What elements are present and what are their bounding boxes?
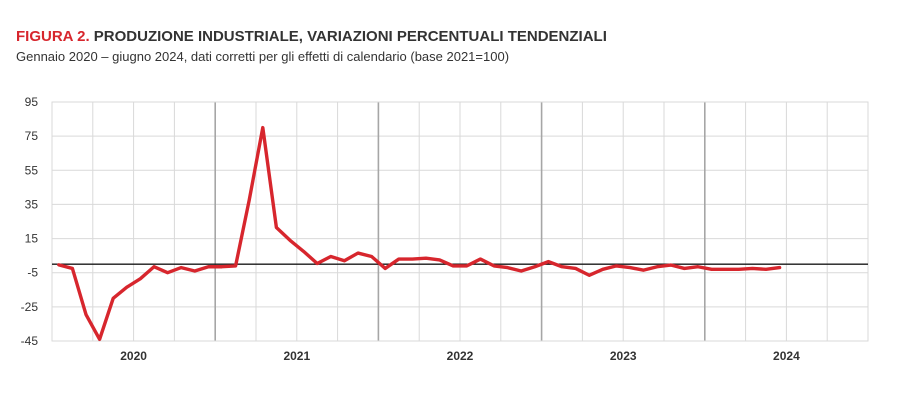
x-tick-label: 2021 — [283, 349, 310, 363]
chart-subtitle: Gennaio 2020 – giugno 2024, dati corrett… — [16, 49, 510, 64]
x-tick-label: 2024 — [773, 349, 800, 363]
y-tick-label: 75 — [25, 129, 39, 143]
y-tick-label: 35 — [25, 197, 39, 211]
plot-border — [51, 101, 869, 342]
x-tick-label: 2020 — [120, 349, 147, 363]
chart-title: FIGURA 2. PRODUZIONE INDUSTRIALE, VARIAZ… — [16, 28, 607, 45]
x-tick-label: 2022 — [447, 349, 474, 363]
x-tick-label: 2023 — [610, 349, 637, 363]
y-tick-label: -25 — [21, 300, 39, 314]
y-tick-label: 95 — [25, 95, 39, 109]
series-line — [57, 125, 782, 341]
y-tick-label: 15 — [25, 232, 39, 246]
figure-label: FIGURA 2. — [16, 28, 90, 45]
y-tick-label: -5 — [27, 266, 38, 280]
y-tick-label: 55 — [25, 163, 39, 177]
y-tick-label: -45 — [21, 334, 39, 348]
title-text: PRODUZIONE INDUSTRIALE, VARIAZIONI PERCE… — [93, 28, 607, 45]
